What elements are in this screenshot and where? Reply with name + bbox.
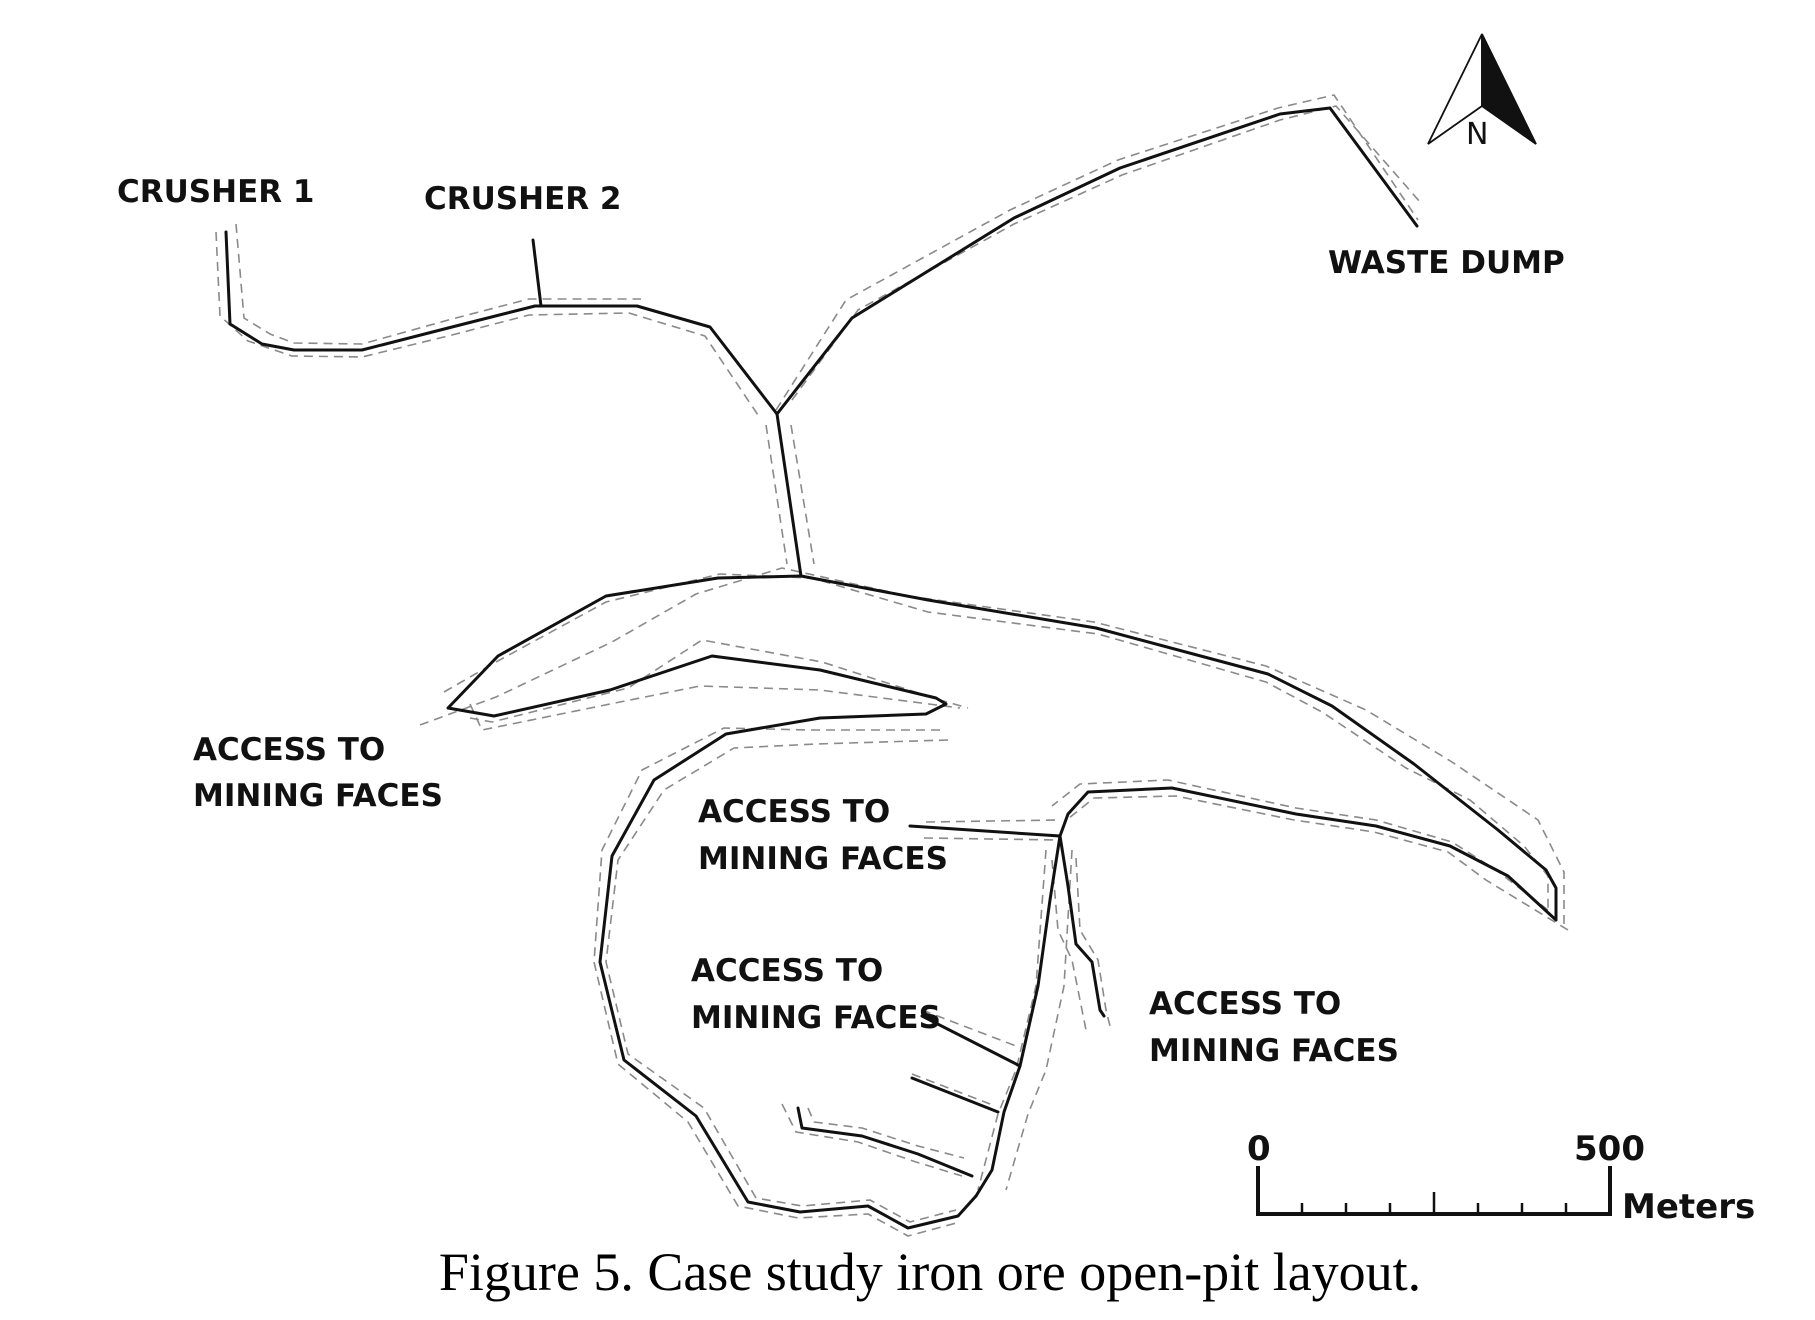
access-spur-lower-1 [920, 1014, 1022, 1068]
label-access-east-line1: ACCESS TO [1149, 986, 1341, 1022]
north-arrow-icon: N [1427, 33, 1537, 152]
label-access-center-line1: ACCESS TO [698, 794, 890, 830]
label-crusher-2: CRUSHER 2 [424, 181, 621, 217]
access-spur-lower-2 [910, 1076, 1000, 1114]
road-crushers-to-junction [533, 304, 779, 416]
haul-roads [224, 106, 1558, 1230]
north-arrow-letter: N [1466, 117, 1488, 152]
label-access-west-line2: MINING FACES [193, 778, 443, 814]
label-access-west-line1: ACCESS TO [193, 732, 385, 768]
label-access-lower-line2: MINING FACES [691, 1000, 941, 1036]
scale-start: 0 [1247, 1129, 1271, 1169]
figure-caption: Figure 5. Case study iron ore open-pit l… [439, 1242, 1421, 1302]
access-spur-west [908, 824, 1062, 838]
label-waste-dump: WASTE DUMP [1328, 245, 1565, 281]
road-main-trunk [775, 412, 803, 578]
pit-inner-ramp [974, 834, 1062, 1198]
scale-unit: Meters [1622, 1187, 1755, 1227]
label-access-east: ACCESS TO MINING FACES [1149, 986, 1399, 1069]
access-spur-east [1058, 834, 1106, 1018]
scale-end: 500 [1574, 1129, 1645, 1169]
road-crusher2-spur [531, 238, 543, 308]
label-access-lower: ACCESS TO MINING FACES [691, 953, 941, 1036]
access-spur-lower-3 [796, 1106, 974, 1178]
road-waste-dump [775, 106, 1419, 416]
label-access-center-line2: MINING FACES [698, 841, 948, 877]
label-access-center: ACCESS TO MINING FACES [698, 794, 948, 877]
label-crusher-1: CRUSHER 1 [117, 174, 314, 210]
label-access-east-line2: MINING FACES [1149, 1033, 1399, 1069]
label-access-west: ACCESS TO MINING FACES [193, 732, 443, 814]
road-crusher1 [224, 230, 537, 352]
road-edges [215, 94, 1569, 1237]
label-access-lower-line1: ACCESS TO [691, 953, 883, 989]
scale-bar: 0 500 Meters [1247, 1129, 1755, 1227]
pit-upper-ramp-loop [446, 574, 978, 1230]
pit-east-ramp-loop [799, 574, 1558, 922]
